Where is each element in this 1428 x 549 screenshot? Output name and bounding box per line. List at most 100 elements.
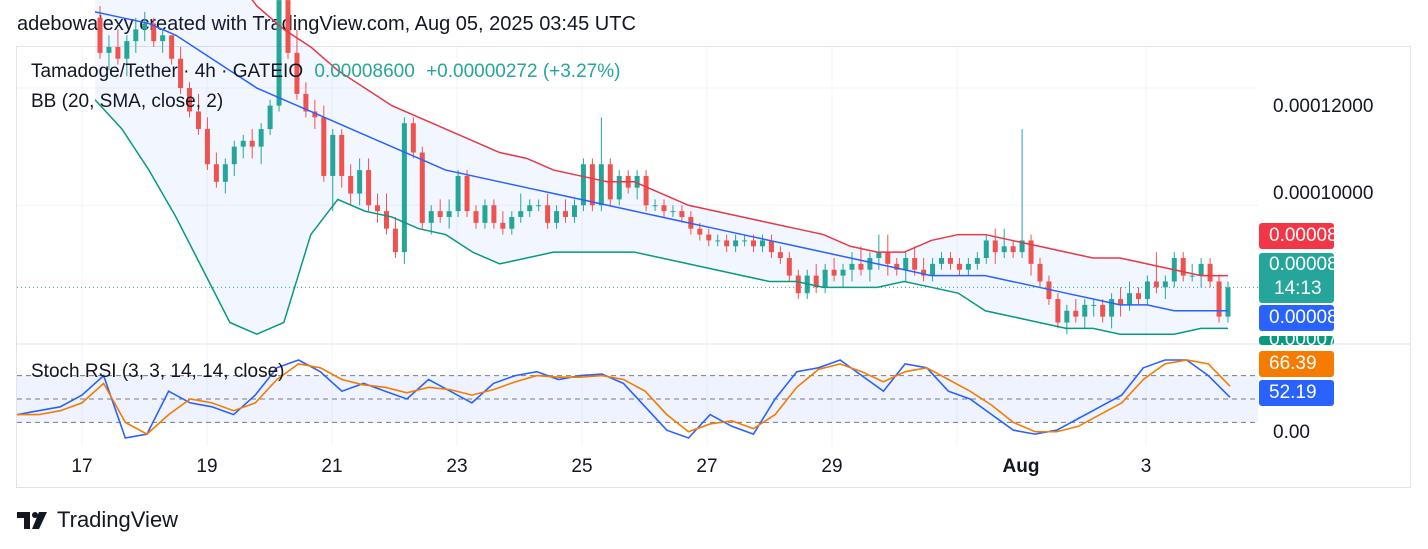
brand-name: TradingView (57, 507, 179, 532)
x-tick: 23 (446, 456, 468, 477)
stoch-d-line (17, 359, 1231, 436)
candle-body (383, 211, 389, 229)
candle-body (777, 252, 783, 259)
candle-body (482, 205, 488, 223)
x-tick: Aug (1002, 456, 1040, 477)
candle-body (1100, 304, 1106, 317)
candle-body (178, 58, 184, 89)
candle-body (1189, 275, 1195, 277)
candle-body (930, 263, 936, 276)
symbol-name: Tamadoge/Tether · 4h · GATEIO (31, 61, 304, 82)
x-tick: 19 (196, 456, 218, 477)
candle-body (419, 152, 425, 223)
candle-body (410, 123, 416, 153)
candle-body (1019, 240, 1025, 253)
candle-body (527, 205, 533, 212)
candle-body (133, 29, 139, 42)
candle-body (1162, 281, 1168, 288)
candle-body (294, 52, 300, 94)
candle-body (1207, 263, 1213, 282)
candle-body (151, 23, 157, 42)
stoch-k-label: 52.19 (1259, 380, 1334, 406)
candle-body (330, 134, 336, 176)
candle-body (401, 123, 407, 253)
current-price-value: 0.00008600 (1269, 254, 1370, 275)
candle-body (348, 175, 354, 194)
candle-body (545, 205, 551, 223)
candle-body (231, 146, 237, 165)
candle-body (124, 41, 130, 59)
candle-body (956, 263, 962, 270)
candle-body (491, 205, 497, 223)
candle-body (974, 258, 980, 264)
candle-body (598, 164, 604, 206)
candle-body (813, 275, 819, 288)
candle-body (392, 228, 398, 253)
y-tick: 0.00010000 (1273, 183, 1374, 204)
candle-body (840, 269, 846, 276)
candle-body (187, 88, 193, 112)
candle-body (715, 240, 721, 242)
candle-body (589, 164, 595, 206)
candle-body (563, 211, 569, 217)
candle-body (1180, 258, 1186, 276)
candle-body (285, 0, 291, 53)
candle-body (697, 228, 703, 235)
bb-upper-price-label: 0.00008782 (1259, 223, 1369, 249)
candle-body (509, 216, 515, 229)
candle-body (1010, 246, 1016, 253)
candle-body (858, 263, 864, 270)
stoch-legend: Stoch RSI (3, 3, 14, 14, close) (31, 361, 285, 382)
candle-body (464, 175, 470, 212)
candle-body (249, 140, 255, 147)
candle-body (97, 17, 103, 53)
candle-body (921, 269, 927, 276)
candle-body (1082, 304, 1088, 317)
bb-legend: BB (20, SMA, close, 2) (31, 91, 224, 112)
candle-body (885, 252, 891, 264)
bb-lower-price-label: 0.00007602 (1259, 336, 1334, 345)
candle-body (831, 269, 837, 276)
candle-body (965, 263, 971, 270)
candle-body (115, 47, 121, 59)
candle-body (1144, 281, 1150, 300)
candle-body (473, 211, 479, 223)
candle-body (437, 211, 443, 217)
candle-body (276, 0, 282, 106)
candle-body (1091, 304, 1097, 306)
candle-body (1135, 293, 1141, 300)
candle-body (1109, 299, 1115, 317)
candle-body (500, 222, 506, 229)
candle-body (142, 23, 148, 30)
candle-body (571, 205, 577, 217)
bb-lower-line (94, 99, 1228, 336)
stoch-y-tick: 0.00 (1273, 422, 1310, 443)
candle-body (992, 240, 998, 253)
candle-body (357, 170, 363, 194)
y-tick: 0.00012000 (1273, 96, 1374, 117)
candle-body (204, 129, 210, 165)
tradingview-brand[interactable]: TradingView (17, 507, 178, 533)
candle-body (303, 93, 309, 112)
candle-body (1225, 287, 1231, 317)
candle-body (652, 205, 658, 207)
stoch-k-line (16, 359, 1231, 439)
price-change: +0.00000272 (+3.27%) (426, 61, 621, 82)
candle-body (912, 258, 918, 270)
candle-body (160, 35, 166, 42)
candle-body (455, 175, 461, 212)
candle-body (1118, 299, 1124, 305)
candle-body (1073, 310, 1079, 317)
bb-upper-line (251, 0, 1228, 277)
candle-body (1127, 293, 1133, 305)
candle-body (258, 129, 264, 147)
candle-body (768, 240, 774, 253)
candle-body (1001, 246, 1007, 253)
candle-body (643, 175, 649, 206)
candle-body (679, 211, 685, 217)
tradingview-logo-icon (17, 512, 47, 529)
candle-body (312, 111, 318, 118)
candle-body (867, 258, 873, 270)
candle-body (786, 258, 792, 276)
